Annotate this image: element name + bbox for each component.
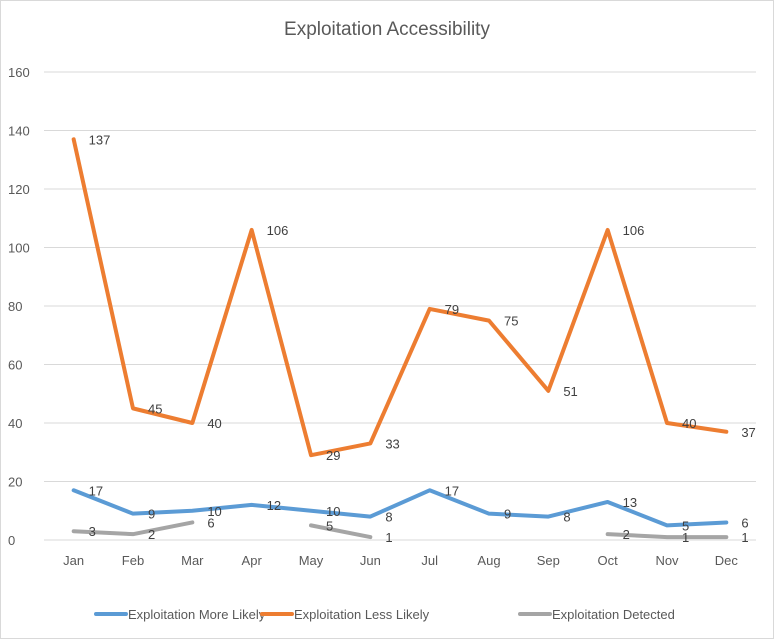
data-label: 9: [504, 507, 511, 522]
data-label: 9: [148, 507, 155, 522]
x-tick-label: Jun: [360, 553, 381, 568]
data-label: 8: [563, 510, 570, 525]
data-label: 2: [623, 527, 630, 542]
x-axis-ticks: Jan Feb Mar Apr May Jun Jul Aug Sep Oct Nov Dec: [63, 553, 738, 568]
data-label: 6: [207, 515, 214, 530]
data-label: 45: [148, 401, 162, 416]
x-tick-label: Dec: [715, 553, 739, 568]
data-label: 1: [682, 530, 689, 545]
data-label: 106: [623, 223, 645, 238]
data-label: 106: [267, 223, 289, 238]
data-label: 75: [504, 314, 518, 329]
data-label: 40: [207, 416, 221, 431]
data-label: 5: [682, 518, 689, 533]
x-tick-label: Aug: [477, 553, 500, 568]
series-line-1: [71, 137, 729, 458]
x-tick-label: Jan: [63, 553, 84, 568]
data-label: 3: [89, 524, 96, 539]
x-tick-label: Nov: [655, 553, 679, 568]
legend-label: Exploitation More Likely: [128, 607, 266, 622]
series-lines: [71, 137, 729, 540]
data-label: 40: [682, 416, 696, 431]
x-tick-label: Jul: [421, 553, 438, 568]
y-tick-label: 80: [8, 299, 22, 314]
legend[interactable]: Exploitation More Likely Exploitation Les…: [94, 607, 675, 622]
y-axis-ticks: 0 20 40 60 80 100 120 140 160: [8, 65, 30, 548]
legend-item[interactable]: Exploitation Detected: [518, 607, 675, 622]
y-tick-label: 40: [8, 416, 22, 431]
legend-item[interactable]: Exploitation Less Likely: [260, 607, 430, 622]
data-label: 33: [385, 436, 399, 451]
data-label: 1: [385, 530, 392, 545]
data-label: 12: [267, 498, 281, 513]
y-tick-label: 160: [8, 65, 30, 80]
gridlines: [44, 71, 756, 541]
data-label: 10: [207, 504, 221, 519]
legend-label: Exploitation Detected: [552, 607, 675, 622]
chart-title: Exploitation Accessibility: [284, 19, 490, 40]
data-label: 79: [445, 302, 459, 317]
data-label: 17: [445, 483, 459, 498]
data-label: 51: [563, 384, 577, 399]
data-label: 6: [741, 515, 748, 530]
y-tick-label: 100: [8, 241, 30, 256]
y-tick-label: 20: [8, 475, 22, 490]
series-line-0: [71, 488, 729, 528]
x-tick-label: Feb: [122, 553, 144, 568]
x-tick-label: Sep: [537, 553, 560, 568]
data-label: 5: [326, 518, 333, 533]
data-label: 8: [385, 510, 392, 525]
y-tick-label: 60: [8, 358, 22, 373]
data-label: 10: [326, 504, 340, 519]
data-label: 13: [623, 495, 637, 510]
x-tick-label: Apr: [242, 553, 263, 568]
y-tick-label: 140: [8, 124, 30, 139]
legend-item[interactable]: Exploitation More Likely: [94, 607, 266, 622]
series-line-2: [309, 523, 373, 540]
data-label: 17: [89, 483, 103, 498]
y-tick-label: 0: [8, 533, 15, 548]
x-tick-label: Mar: [181, 553, 204, 568]
y-tick-label: 120: [8, 182, 30, 197]
data-label: 1: [741, 530, 748, 545]
data-label: 29: [326, 448, 340, 463]
x-tick-label: May: [299, 553, 324, 568]
legend-label: Exploitation Less Likely: [294, 607, 430, 622]
x-tick-label: Oct: [598, 553, 619, 568]
data-label: 2: [148, 527, 155, 542]
data-label: 37: [741, 425, 755, 440]
data-label: 137: [89, 132, 111, 147]
